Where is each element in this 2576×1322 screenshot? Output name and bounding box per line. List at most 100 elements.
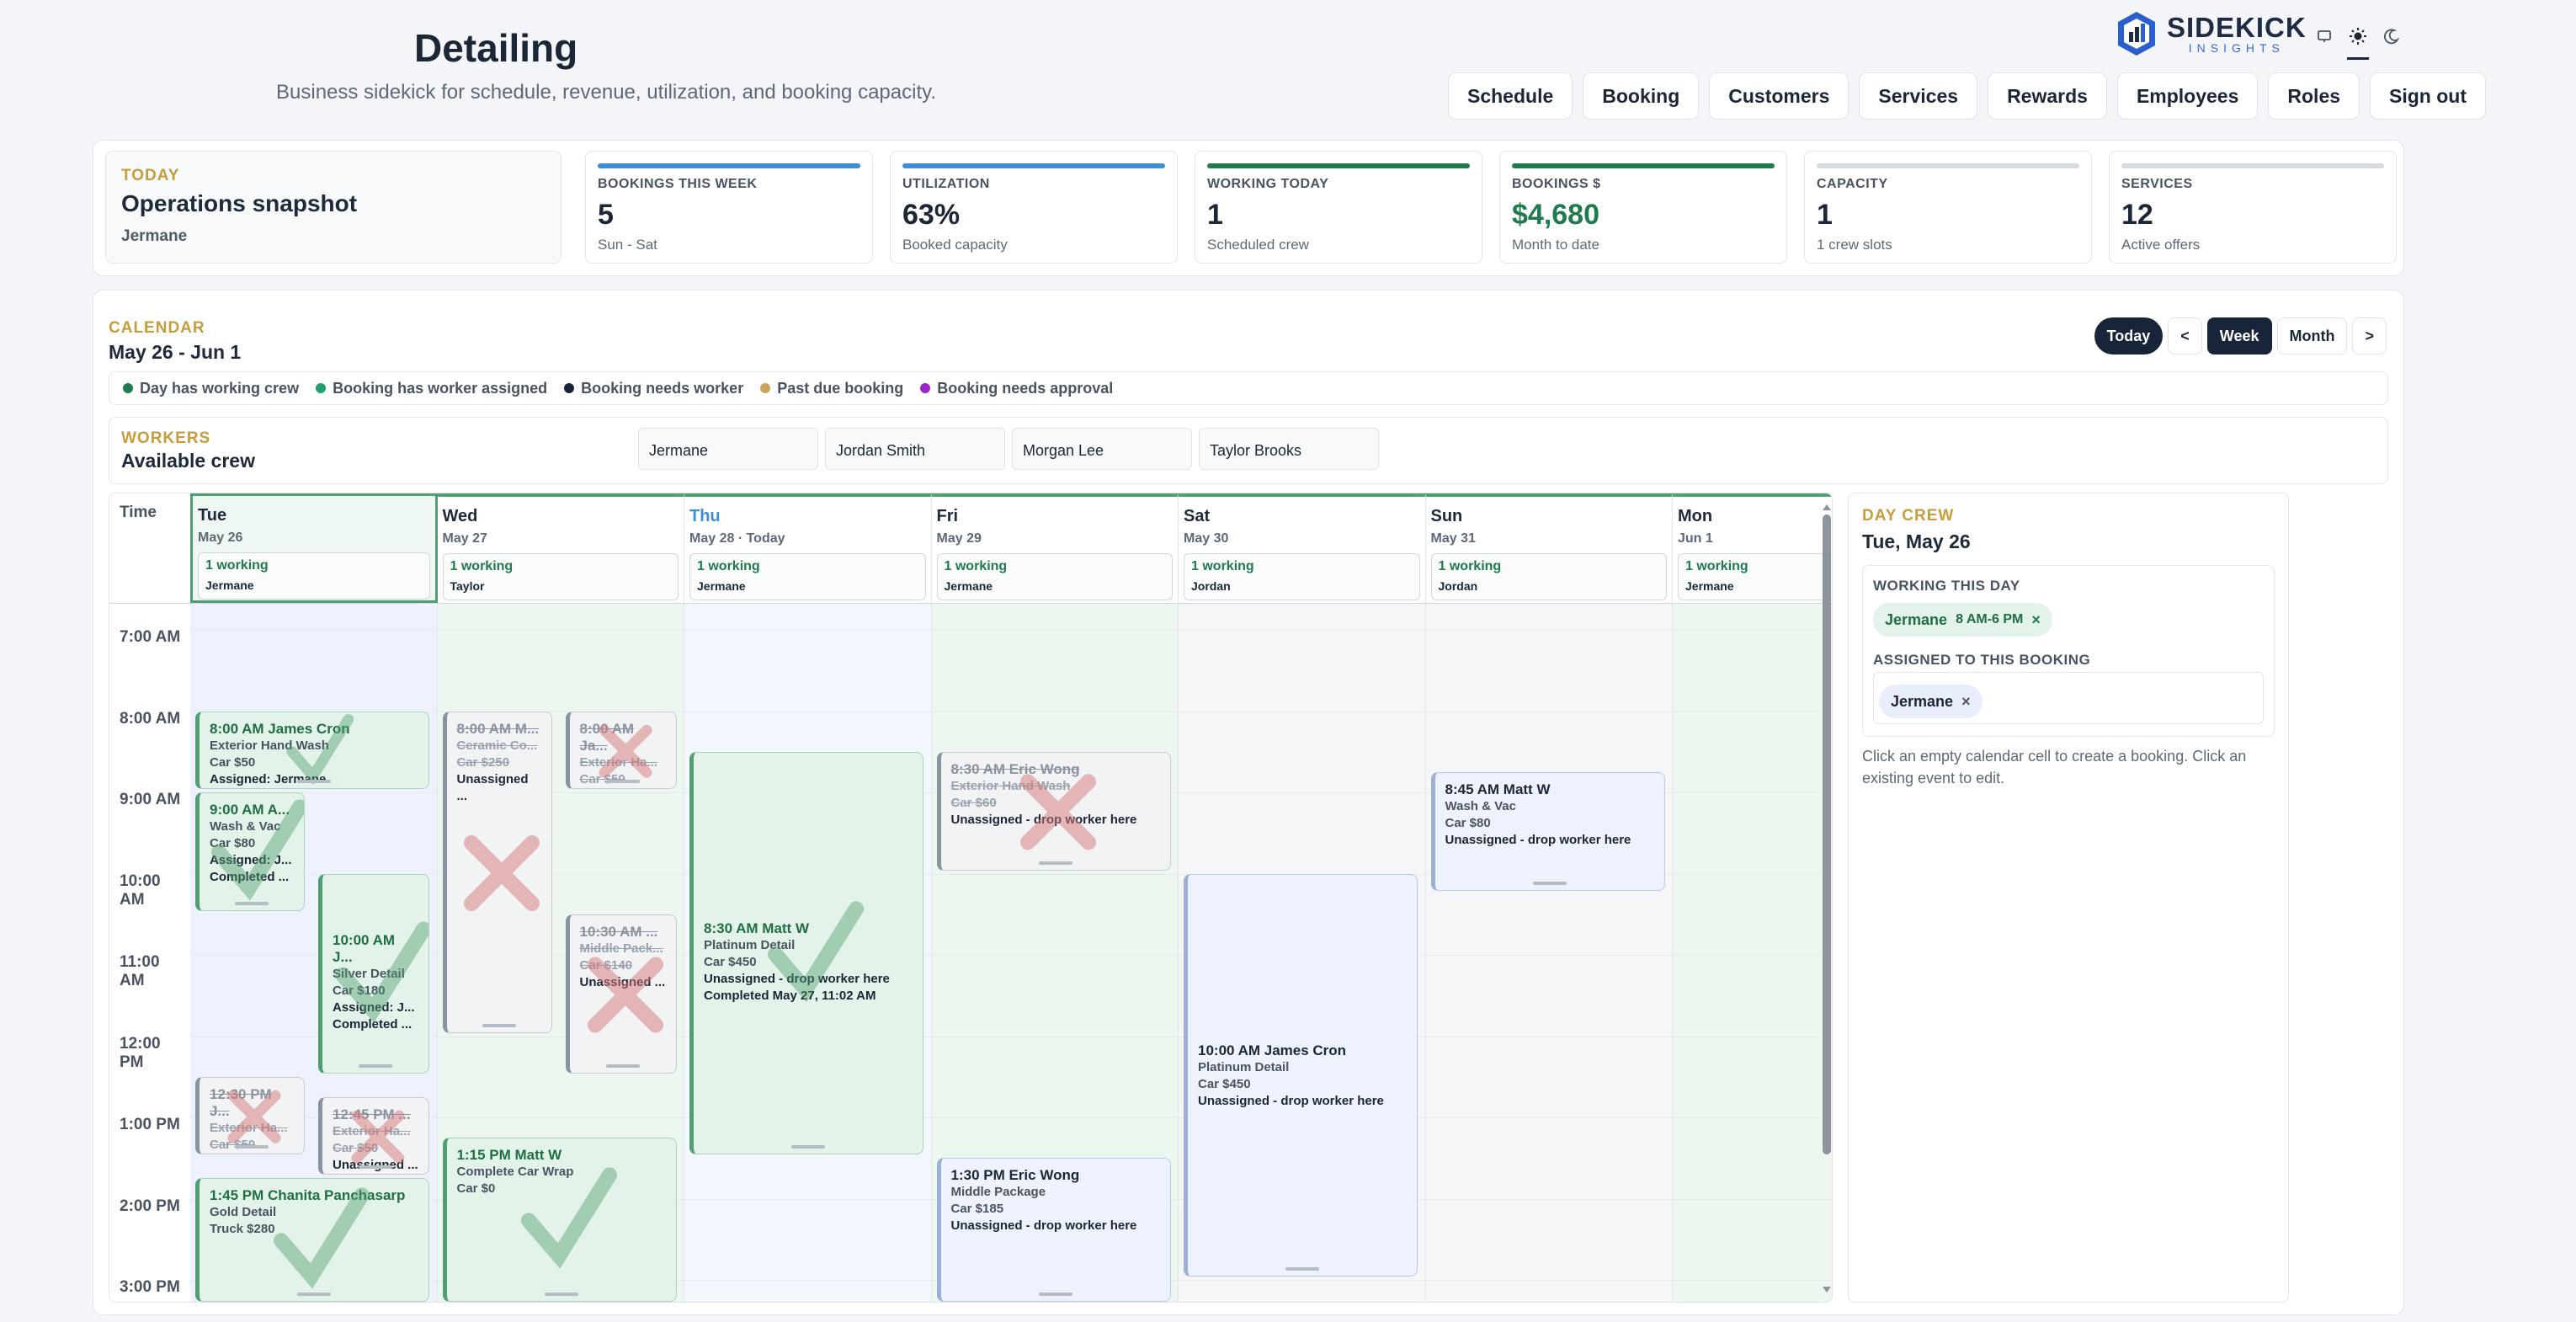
worker-chip-taylor-brooks[interactable]: Taylor Brooks	[1199, 428, 1379, 470]
legend-label: Booking has worker assigned	[333, 379, 548, 397]
past-due-event[interactable]: 8:00 AM M... Ceramic Co... Car $250 Unassig…	[442, 711, 552, 1033]
day-header[interactable]: Mon Jun 1 1 working Jermane	[1673, 493, 1832, 603]
event-resize-handle[interactable]	[482, 1023, 516, 1027]
remove-working-worker-icon[interactable]: ×	[2031, 610, 2041, 628]
sidekick-logo-icon	[2118, 12, 2155, 56]
stat-label: WORKING TODAY	[1207, 177, 1329, 191]
stat-subtext: Active offers	[2121, 237, 2201, 253]
event-resize-handle[interactable]	[544, 1293, 578, 1296]
day-working-badge[interactable]: 1 working Jordan	[1184, 553, 1420, 600]
sun-icon[interactable]	[2345, 24, 2371, 49]
assigned-drop-zone[interactable]: Jermane ×	[1873, 672, 2264, 724]
event-resize-handle[interactable]	[605, 1063, 640, 1068]
day-column[interactable]	[1425, 603, 1673, 1302]
day-working-badge[interactable]: 1 working Jermane	[936, 553, 1173, 600]
legend-item: Booking needs approval	[920, 380, 1113, 397]
event-resize-handle[interactable]	[297, 780, 331, 783]
monitor-icon[interactable]	[2312, 24, 2337, 49]
next-week-button[interactable]: >	[2352, 317, 2387, 354]
event-resize-handle[interactable]	[605, 780, 640, 783]
booking-needs-worker-event[interactable]: 8:45 AM Matt W Wash & Vac Car $80 Unassigne…	[1430, 771, 1665, 891]
event-resize-handle[interactable]	[791, 1145, 825, 1149]
past-due-event[interactable]: 8:00 AM Ja...Exterior Ha...Car $50Unassi…	[565, 711, 677, 789]
day-header[interactable]: Wed May 27 1 working Taylor	[437, 493, 684, 603]
event-detail: Car $60	[950, 795, 997, 810]
stat-card: UTILIZATION 63% Booked capacity	[890, 151, 1178, 264]
event-resize-handle[interactable]	[1038, 1293, 1072, 1296]
working-worker-pill[interactable]: Jermane 8 AM-6 PM ×	[1873, 603, 2052, 637]
event-detail: Middle Package	[950, 1185, 1046, 1200]
calendar-controls: Today < Week Month >	[2094, 317, 2387, 354]
booking-assigned-event[interactable]: 10:00 AM J... Silver Detail Car $180 Assign…	[318, 873, 429, 1074]
week-view-button[interactable]: Week	[2206, 317, 2272, 354]
booking-needs-worker-event[interactable]: 1:30 PM Eric Wong Middle Package Car $185 U…	[936, 1158, 1171, 1302]
brand-logo[interactable]: SIDEKICK INSIGHTS	[2115, 10, 2307, 57]
day-date: May 30	[1184, 531, 1229, 546]
nav-rewards-button[interactable]: Rewards	[1988, 72, 2107, 120]
day-header[interactable]: Fri May 29 1 working Jermane	[931, 493, 1179, 603]
booking-assigned-event[interactable]: 1:45 PM Chanita Panchasarp Gold Detail Tru…	[195, 1178, 429, 1302]
scroll-up-icon[interactable]	[1822, 503, 1832, 511]
legend-label: Booking needs worker	[581, 379, 744, 397]
theme-active-indicator	[2347, 57, 2369, 60]
event-resize-handle[interactable]	[235, 901, 269, 905]
worker-chip-jermane[interactable]: Jermane	[638, 428, 818, 470]
hour-line	[190, 955, 1832, 956]
remove-assigned-worker-icon[interactable]: ×	[1961, 692, 1971, 710]
day-date: May 27	[442, 531, 487, 546]
month-view-button[interactable]: Month	[2276, 317, 2348, 354]
event-title: 1:45 PM Chanita Panchasarp	[210, 1187, 406, 1204]
day-working-badge[interactable]: 1 working Jermane	[1678, 553, 1832, 600]
day-working-badge[interactable]: 1 working Jermane	[689, 553, 926, 600]
booking-assigned-event[interactable]: 8:00 AM James Cron Exterior Hand Wash Car …	[195, 711, 429, 789]
nav-roles-button[interactable]: Roles	[2268, 72, 2360, 120]
sign-out-button[interactable]: Sign out	[2370, 72, 2487, 120]
legend-label: Booking needs approval	[937, 379, 1114, 397]
day-header[interactable]: Sun May 31 1 working Jordan	[1425, 493, 1673, 603]
scroll-down-icon[interactable]	[1822, 1286, 1832, 1294]
event-title: 12:45 PM ...	[333, 1106, 411, 1122]
event-resize-handle[interactable]	[359, 1165, 392, 1170]
calendar-scrollbar[interactable]	[1821, 503, 1833, 1294]
event-detail: Exterior Ha...	[210, 1120, 288, 1135]
nav-schedule-button[interactable]: Schedule	[1448, 72, 1573, 120]
past-due-event[interactable]: 10:30 AM ... Middle Pack... Car $140 Unassi…	[565, 914, 677, 1074]
day-working-badge[interactable]: 1 working Jermane	[198, 552, 430, 600]
booking-needs-worker-event[interactable]: 10:00 AM James Cron Platinum Detail Car $4…	[1184, 873, 1418, 1277]
event-resize-handle[interactable]	[297, 1293, 331, 1296]
day-header[interactable]: Thu May 28 · Today 1 working Jermane	[684, 493, 932, 603]
day-column[interactable]	[1673, 603, 1832, 1302]
past-due-event[interactable]: 12:30 PM J...Exterior Ha...Car $50Unassi…	[195, 1076, 305, 1155]
event-detail: Exterior Ha...	[579, 754, 658, 770]
working-worker-hours: 8 AM-6 PM	[1956, 612, 2024, 626]
booking-assigned-event[interactable]: 1:15 PM Matt W Complete Car Wrap Car $0	[442, 1138, 677, 1302]
day-header[interactable]: Sat May 30 1 working Jordan	[1179, 493, 1426, 603]
nav-customers-button[interactable]: Customers	[1709, 72, 1850, 120]
event-resize-handle[interactable]	[1285, 1267, 1319, 1271]
brand-name: SIDEKICK	[2167, 12, 2307, 43]
event-resize-handle[interactable]	[1532, 881, 1567, 885]
previous-week-button[interactable]: <	[2168, 317, 2202, 354]
day-working-badge[interactable]: 1 working Taylor	[442, 553, 679, 600]
past-due-event[interactable]: 12:45 PM ... Exterior Ha... Car $50 Unassig…	[318, 1096, 429, 1175]
booking-assigned-event[interactable]: 8:30 AM Matt W Platinum Detail Car $450 Una…	[689, 751, 923, 1155]
worker-chip-morgan-lee[interactable]: Morgan Lee	[1012, 428, 1192, 470]
event-resize-handle[interactable]	[1038, 861, 1072, 865]
day-working-badge[interactable]: 1 working Jordan	[1430, 553, 1667, 600]
working-crew-name: Jermane	[1685, 579, 1734, 593]
working-crew-name: Jermane	[205, 578, 254, 592]
today-button[interactable]: Today	[2094, 317, 2164, 354]
event-resize-handle[interactable]	[235, 1145, 269, 1149]
event-resize-handle[interactable]	[359, 1063, 392, 1068]
stat-label: UTILIZATION	[902, 177, 990, 191]
past-due-event[interactable]: 8:30 AM Eric Wong Exterior Hand Wash Car $…	[936, 751, 1171, 871]
booking-assigned-event[interactable]: 9:00 AM A... Wash & Vac Car $80 Assigned: J…	[195, 792, 305, 911]
moon-icon[interactable]	[2379, 24, 2404, 49]
nav-services-button[interactable]: Services	[1859, 72, 1978, 120]
scrollbar-thumb[interactable]	[1823, 514, 1831, 1154]
nav-employees-button[interactable]: Employees	[2116, 72, 2259, 120]
day-header[interactable]: Tue May 26 1 working Jermane	[190, 493, 438, 603]
nav-booking-button[interactable]: Booking	[1583, 72, 1700, 120]
assigned-worker-pill[interactable]: Jermane ×	[1879, 685, 1983, 718]
worker-chip-jordan-smith[interactable]: Jordan Smith	[825, 428, 1005, 470]
